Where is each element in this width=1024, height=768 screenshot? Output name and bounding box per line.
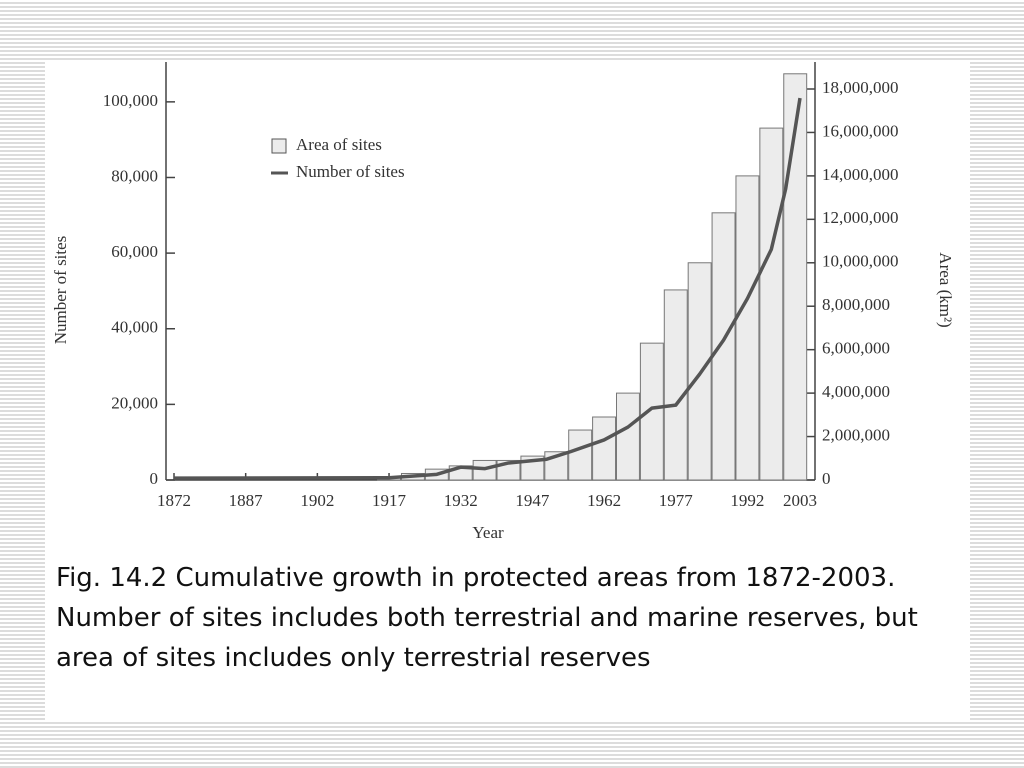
x-tick-label: 1992	[730, 491, 764, 510]
bar	[759, 127, 784, 481]
y2-tick-label: 2,000,000	[822, 425, 890, 444]
bar	[663, 289, 688, 481]
y2-tick-label: 6,000,000	[822, 339, 890, 358]
y2-tick-label: 16,000,000	[822, 121, 899, 140]
legend-label: Area of sites	[296, 135, 382, 154]
caption: Fig. 14.2 Cumulative growth in protected…	[56, 563, 918, 673]
y2-tick-label: 12,000,000	[822, 208, 899, 227]
y-tick-label: 100,000	[103, 91, 158, 110]
x-tick-label: 1977	[659, 491, 694, 510]
x-tick-label: 1902	[300, 491, 334, 510]
y2-tick-label: 0	[822, 469, 831, 488]
y-tick-label: 40,000	[111, 318, 158, 337]
x-tick-label: 1887	[229, 491, 264, 510]
x-tick-label: 1872	[157, 491, 191, 510]
bar	[711, 212, 736, 481]
x-tick-label: 2003	[783, 491, 817, 510]
y-tick-label: 0	[150, 469, 159, 488]
x-tick-label: 1947	[515, 491, 550, 510]
y2-tick-label: 4,000,000	[822, 382, 890, 401]
y2-tick-label: 8,000,000	[822, 295, 890, 314]
y2-tick-label: 18,000,000	[822, 78, 899, 97]
y-tick-label: 80,000	[111, 166, 158, 185]
legend-swatch	[271, 138, 287, 154]
panel	[45, 60, 970, 722]
x-tick-label: 1962	[587, 491, 621, 510]
x-axis-label: Year	[472, 523, 504, 542]
y2-tick-label: 10,000,000	[822, 252, 899, 271]
bar	[616, 392, 640, 481]
line	[173, 97, 802, 480]
y-tick-label: 60,000	[111, 242, 158, 261]
y2-tick-label: 14,000,000	[822, 165, 899, 184]
y2-axis-label: Area (km²)	[936, 252, 955, 327]
x-tick-label: 1917	[372, 491, 407, 510]
x-tick-label: 1932	[444, 491, 478, 510]
y-tick-label: 20,000	[111, 393, 158, 412]
bar	[592, 416, 617, 481]
y-axis-label: Number of sites	[51, 236, 70, 345]
bar	[735, 175, 760, 481]
bar	[568, 429, 593, 481]
legend-label: Number of sites	[296, 162, 405, 181]
bar	[639, 342, 664, 481]
